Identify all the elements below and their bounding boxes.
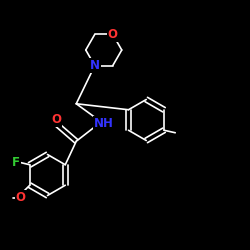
Text: O: O [16,191,26,204]
Text: N: N [90,59,100,72]
Text: O: O [51,113,61,126]
Text: O: O [108,28,118,41]
Text: F: F [12,156,20,169]
Text: NH: NH [94,117,114,130]
